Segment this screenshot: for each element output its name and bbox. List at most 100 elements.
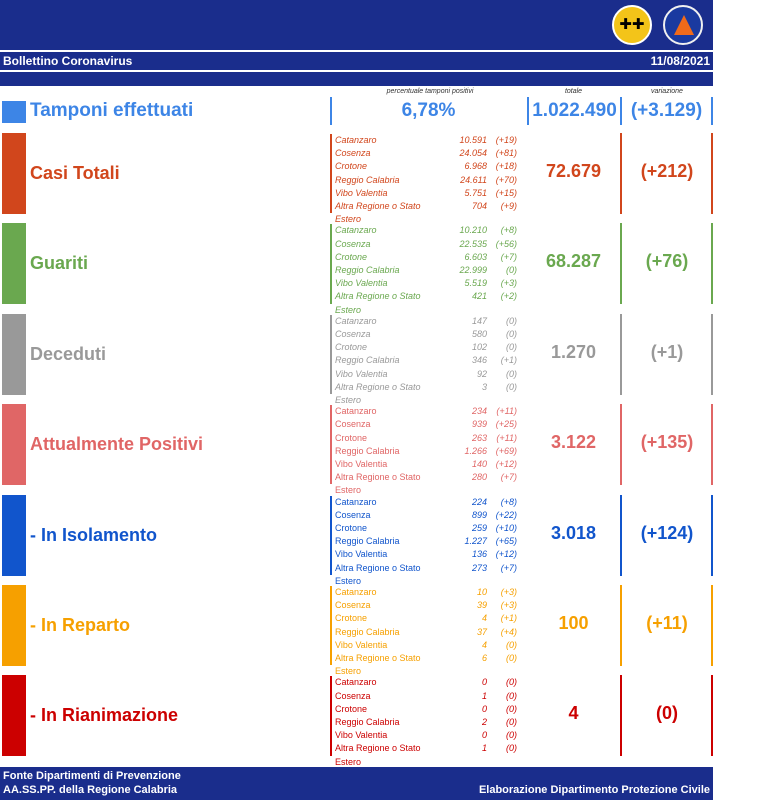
province-row: Altra Regione o Stato Estero 273 (+7)	[335, 562, 520, 586]
province-value: 259	[471, 522, 487, 533]
title-bar: Bollettino Coronavirus 11/08/2021	[0, 52, 713, 70]
tamponi-row: Tamponi effettuati percentuale tamponi p…	[0, 88, 713, 128]
province-name: Cosenza	[335, 238, 371, 249]
section-guariti: Guariti Catanzaro 10.210 (+8) Cosenza 22…	[0, 223, 713, 315]
province-row: Altra Regione o Stato Estero 1 (0)	[335, 742, 520, 767]
section-color-block	[2, 313, 26, 395]
province-value: 1	[481, 743, 487, 754]
province-variation: (+25)	[495, 419, 517, 430]
province-name: Catanzaro	[335, 225, 377, 236]
section-totale: 3.018	[550, 522, 597, 543]
province-value: 4	[481, 639, 487, 650]
section-casi-totali: Casi Totali Catanzaro 10.591 (+19) Cosen…	[0, 133, 713, 224]
divider	[527, 97, 529, 125]
divider	[620, 675, 622, 757]
province-variation: (0)	[506, 342, 517, 353]
province-name: Cosenza	[335, 148, 371, 159]
province-variation: (0)	[506, 639, 517, 650]
province-name: Reggio Calabria	[335, 355, 400, 366]
province-name: Vibo Valentia	[335, 549, 388, 560]
province-list: Catanzaro 10.591 (+19) Cosenza 24.054 (+…	[330, 134, 520, 224]
province-name: Cosenza	[335, 509, 371, 520]
page-title: Bollettino Coronavirus	[3, 54, 133, 68]
province-name: Reggio Calabria	[335, 445, 400, 456]
province-name: Crotone	[335, 432, 368, 443]
footer-source-line1: Fonte Dipartimenti di Prevenzione	[3, 770, 181, 782]
section-variazione: (+135)	[640, 432, 694, 453]
province-row: Cosenza 1 (0)	[335, 690, 520, 703]
province-variation: (+8)	[500, 496, 517, 507]
province-value: 6.968	[464, 161, 487, 172]
section-deceduti: Deceduti Catanzaro 147 (0) Cosenza 580 (…	[0, 313, 713, 405]
province-row: Cosenza 580 (0)	[335, 328, 520, 341]
province-variation: (+2)	[500, 291, 517, 302]
province-variation: (0)	[506, 703, 517, 714]
province-value: 92	[476, 368, 487, 379]
province-row: Crotone 263 (+11)	[335, 432, 520, 445]
province-name: Crotone	[335, 161, 368, 172]
province-row: Reggio Calabria 346 (+1)	[335, 354, 520, 367]
province-name: Vibo Valentia	[335, 458, 388, 469]
province-name: Altra Regione o Stato Estero	[335, 652, 421, 677]
section-label: Guariti	[30, 253, 89, 274]
province-value: 4	[481, 613, 487, 624]
divider	[330, 97, 332, 125]
province-value: 704	[471, 200, 487, 211]
province-row: Cosenza 22.535 (+56)	[335, 238, 520, 251]
province-row: Crotone 4 (+1)	[335, 612, 520, 625]
province-name: Altra Regione o Stato Estero	[335, 472, 421, 496]
province-value: 580	[471, 328, 487, 339]
province-variation: (0)	[506, 381, 517, 392]
province-name: Vibo Valentia	[335, 278, 388, 289]
province-value: 10.591	[459, 135, 487, 145]
province-variation: (+7)	[500, 472, 517, 483]
province-row: Reggio Calabria 22.999 (0)	[335, 264, 520, 277]
section-totale: 68.287	[545, 251, 602, 272]
province-row: Catanzaro 147 (0)	[335, 315, 520, 328]
province-value: 263	[471, 432, 487, 443]
province-variation: (+18)	[495, 161, 517, 172]
section-variazione: (+76)	[645, 251, 689, 272]
province-name: Altra Regione o Stato Estero	[335, 743, 421, 767]
province-row: Catanzaro 10 (+3)	[335, 586, 520, 599]
province-value: 10	[476, 587, 487, 597]
province-value: 224	[471, 496, 487, 507]
divider	[620, 97, 622, 125]
divider	[711, 97, 713, 125]
province-name: Catanzaro	[335, 587, 377, 597]
province-value: 234	[471, 406, 487, 417]
province-name: Cosenza	[335, 419, 371, 430]
province-variation: (+3)	[500, 600, 517, 611]
province-row: Catanzaro 234 (+11)	[335, 405, 520, 418]
province-row: Reggio Calabria 2 (0)	[335, 716, 520, 729]
section-in-rianimazione: - In Rianimazione Catanzaro 0 (0) Cosenz…	[0, 675, 713, 767]
divider	[620, 404, 622, 486]
tamponi-label: Tamponi effettuati	[30, 100, 194, 121]
province-variation: (+4)	[500, 626, 517, 637]
divider	[711, 675, 713, 757]
province-variation: (+8)	[500, 225, 517, 236]
regione-calabria-logo: ✚✚	[612, 5, 652, 45]
section-variazione: (+124)	[640, 522, 694, 543]
footer: Fonte Dipartimenti di Prevenzione AA.SS.P…	[0, 767, 713, 800]
province-variation: (+11)	[496, 406, 517, 417]
province-name: Catanzaro	[335, 677, 377, 688]
province-variation: (+15)	[495, 187, 517, 198]
province-value: 140	[471, 458, 487, 469]
divider	[620, 223, 622, 305]
section-in-isolamento: - In Isolamento Catanzaro 224 (+8) Cosen…	[0, 494, 713, 586]
province-row: Altra Regione o Stato Estero 704 (+9)	[335, 200, 520, 224]
province-value: 899	[471, 509, 487, 520]
province-name: Reggio Calabria	[335, 536, 400, 547]
province-variation: (+22)	[495, 509, 517, 520]
province-name: Crotone	[335, 522, 368, 533]
province-value: 39	[476, 600, 487, 611]
section-label: Casi Totali	[30, 163, 120, 183]
divider	[711, 133, 713, 214]
province-row: Vibo Valentia 136 (+12)	[335, 548, 520, 561]
tamponi-percentuale: 6,78%	[401, 100, 456, 121]
province-name: Crotone	[335, 251, 368, 262]
divider	[711, 313, 713, 395]
province-variation: (0)	[506, 328, 517, 339]
divider	[711, 494, 713, 576]
